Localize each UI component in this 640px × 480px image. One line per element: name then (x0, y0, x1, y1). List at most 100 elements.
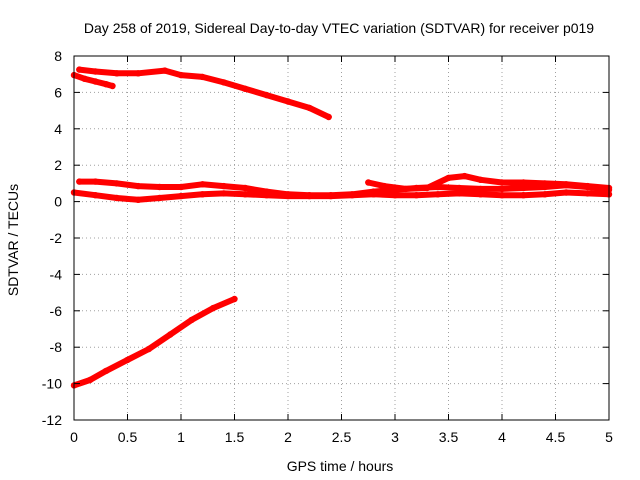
x-tick-label: 0 (70, 429, 78, 445)
data-point (124, 356, 131, 364)
data-point (563, 189, 570, 196)
data-point (231, 295, 238, 303)
data-point (456, 190, 463, 197)
x-axis-title: GPS time / hours (287, 458, 394, 474)
x-tick-label: 2.5 (332, 429, 352, 445)
data-point (81, 75, 88, 83)
data-point (92, 192, 99, 199)
data-point (520, 179, 527, 186)
data-point (365, 179, 372, 186)
data-point (325, 113, 332, 121)
data-point (199, 73, 206, 81)
data-point (177, 71, 185, 79)
y-tick-label: 6 (54, 84, 62, 100)
x-tick-label: 1 (177, 429, 185, 445)
data-point (209, 304, 217, 312)
x-tick-label: 5 (605, 429, 613, 445)
data-point (102, 81, 110, 88)
data-point (161, 67, 169, 74)
data-point (113, 70, 121, 77)
data-point (263, 91, 270, 99)
grid (74, 56, 609, 420)
data-point (584, 182, 591, 190)
data-point (199, 181, 206, 188)
data-point (445, 174, 452, 182)
data-point (541, 191, 548, 198)
data-point (461, 172, 468, 180)
data-point (563, 181, 570, 188)
y-tick-label: 2 (54, 157, 62, 173)
data-point (498, 192, 506, 199)
data-point (327, 192, 334, 200)
data-point (349, 192, 356, 199)
y-tick-label: 4 (54, 121, 62, 137)
data-point (135, 196, 142, 203)
data-point (167, 331, 174, 338)
data-point (92, 78, 99, 85)
data-point (76, 66, 83, 73)
data-point (520, 192, 527, 199)
data-point (220, 79, 227, 86)
data-point (306, 192, 313, 200)
data-point (86, 376, 94, 384)
data-point (242, 184, 249, 192)
x-tick-label: 4.5 (546, 429, 566, 445)
y-tick-label: -2 (50, 230, 63, 246)
x-tick-label: 3.5 (439, 429, 459, 445)
data-point (381, 182, 388, 190)
chart-title: Day 258 of 2019, Sidereal Day-to-day VTE… (84, 20, 594, 36)
x-tick-label: 2 (284, 429, 292, 445)
axis-ticks: 0 0.5 1 1.5 2 2.5 3 3.5 4 4.5 5 -12 -10 -8 -6 -4 -2 0 2 4 6 8 (42, 48, 613, 445)
data-point (113, 194, 121, 202)
data-point (477, 176, 484, 183)
y-tick-label: -8 (50, 339, 63, 355)
data-point (92, 178, 99, 185)
y-tick-label: -10 (42, 376, 62, 392)
data-point (520, 184, 527, 192)
data-point (498, 179, 506, 186)
data-point (434, 191, 441, 198)
data-point (220, 182, 227, 190)
data-point (413, 192, 420, 199)
data-point (584, 190, 591, 197)
x-tick-label: 1.5 (225, 429, 245, 445)
data-point (306, 104, 313, 112)
y-axis-title: SDTVAR / TECUs (5, 184, 21, 296)
y-tick-label: -12 (42, 412, 62, 428)
data-point (370, 191, 377, 198)
x-tick-label: 0.5 (118, 429, 138, 445)
data-point (177, 192, 185, 200)
data-point (102, 367, 110, 375)
data-point (156, 194, 163, 202)
data-point (242, 191, 249, 198)
data-point (242, 85, 249, 93)
x-tick-label: 3 (391, 429, 399, 445)
data-point (156, 183, 163, 191)
y-tick-label: 8 (54, 48, 62, 64)
data-point (145, 345, 153, 353)
data-series (70, 66, 613, 389)
y-tick-label: -6 (50, 303, 63, 319)
data-point (477, 185, 484, 193)
data-point (263, 192, 270, 199)
y-tick-label: 0 (54, 194, 62, 210)
data-point (113, 180, 121, 187)
data-point (456, 184, 463, 192)
data-point (391, 192, 399, 199)
data-point (477, 191, 484, 198)
data-point (402, 185, 409, 193)
series-track-d (71, 189, 612, 203)
data-point (498, 185, 506, 193)
y-tick-label: -4 (50, 266, 63, 282)
data-point (284, 98, 292, 105)
data-point (135, 70, 142, 77)
data-point (76, 178, 83, 185)
data-point (220, 190, 227, 197)
data-point (92, 68, 99, 75)
data-point (188, 316, 195, 324)
data-point (177, 183, 185, 191)
data-point (284, 192, 292, 200)
data-point (199, 191, 206, 198)
